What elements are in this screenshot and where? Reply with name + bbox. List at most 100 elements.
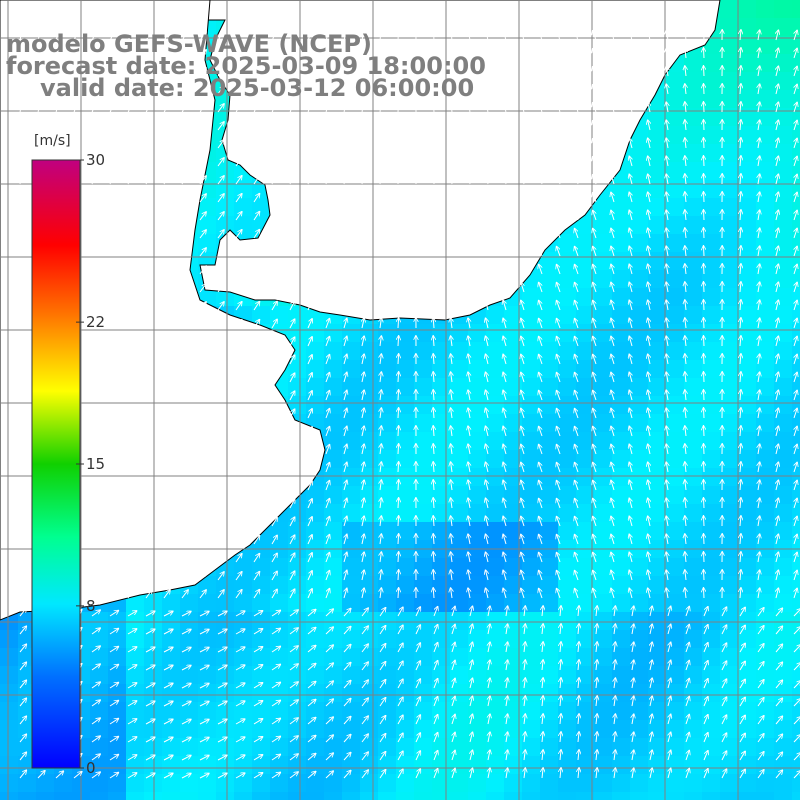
field-cell — [720, 0, 738, 18]
field-cell — [792, 90, 800, 108]
field-cell — [504, 486, 522, 504]
field-cell — [684, 270, 702, 288]
field-cell — [558, 252, 576, 270]
field-cell — [792, 666, 800, 684]
field-cell — [594, 504, 612, 522]
field-cell — [216, 792, 234, 800]
field-cell — [198, 702, 216, 720]
field-cell — [432, 486, 450, 504]
field-cell — [792, 504, 800, 522]
field-cell — [468, 468, 486, 486]
field-cell — [342, 792, 360, 800]
wind-arrow — [398, 156, 399, 167]
field-cell — [108, 738, 126, 756]
wind-arrow — [703, 480, 704, 491]
field-cell — [630, 360, 648, 378]
field-cell — [558, 360, 576, 378]
field-cell — [720, 522, 738, 540]
field-cell — [522, 432, 540, 450]
field-cell — [684, 396, 702, 414]
wind-arrow — [398, 120, 399, 131]
field-cell — [162, 630, 180, 648]
wind-arrow — [398, 462, 399, 473]
field-cell — [576, 360, 594, 378]
field-cell — [504, 432, 522, 450]
field-cell — [450, 360, 468, 378]
field-cell — [648, 378, 666, 396]
field-cell — [684, 576, 702, 594]
field-cell — [180, 756, 198, 774]
field-cell — [666, 792, 684, 800]
field-cell — [648, 504, 666, 522]
field-cell — [288, 630, 306, 648]
field-cell — [540, 360, 558, 378]
field-cell — [666, 144, 684, 162]
field-cell — [702, 270, 720, 288]
wind-arrow — [398, 264, 399, 275]
field-cell — [144, 684, 162, 702]
field-cell — [576, 396, 594, 414]
field-cell — [558, 468, 576, 486]
field-cell — [594, 252, 612, 270]
field-cell — [126, 792, 144, 800]
field-cell — [270, 720, 288, 738]
field-cell — [522, 774, 540, 792]
field-cell — [162, 702, 180, 720]
field-cell — [324, 594, 342, 612]
field-cell — [666, 162, 684, 180]
field-cell — [666, 252, 684, 270]
field-cell — [108, 666, 126, 684]
field-cell — [486, 522, 504, 540]
field-cell — [468, 522, 486, 540]
field-cell — [126, 756, 144, 774]
field-cell — [720, 180, 738, 198]
field-cell — [630, 558, 648, 576]
field-cell — [792, 486, 800, 504]
field-cell — [432, 522, 450, 540]
field-cell — [144, 792, 162, 800]
wind-arrow — [398, 570, 399, 581]
field-cell — [288, 612, 306, 630]
field-cell — [162, 594, 180, 612]
field-cell — [288, 774, 306, 792]
wind-arrow — [398, 318, 399, 329]
field-cell — [684, 288, 702, 306]
field-cell — [522, 792, 540, 800]
wind-arrow — [703, 462, 704, 473]
wind-arrow — [703, 534, 704, 545]
field-cell — [252, 666, 270, 684]
field-cell — [612, 378, 630, 396]
field-cell — [702, 144, 720, 162]
field-cell — [666, 270, 684, 288]
field-cell — [612, 288, 630, 306]
field-cell — [306, 666, 324, 684]
field-cell — [468, 360, 486, 378]
field-cell — [558, 432, 576, 450]
field-cell — [558, 450, 576, 468]
field-cell — [576, 306, 594, 324]
wind-arrow — [703, 426, 704, 437]
field-cell — [234, 774, 252, 792]
field-cell — [270, 612, 288, 630]
field-cell — [702, 414, 720, 432]
field-cell — [432, 360, 450, 378]
field-cell — [576, 342, 594, 360]
field-cell — [288, 756, 306, 774]
field-cell — [648, 252, 666, 270]
field-cell — [0, 738, 18, 756]
field-cell — [108, 648, 126, 666]
field-cell — [522, 378, 540, 396]
field-cell — [666, 216, 684, 234]
field-cell — [486, 414, 504, 432]
field-cell — [738, 594, 756, 612]
field-cell — [234, 630, 252, 648]
wind-arrow — [398, 408, 399, 419]
field-cell — [612, 324, 630, 342]
field-cell — [594, 342, 612, 360]
field-cell — [540, 414, 558, 432]
field-cell — [450, 342, 468, 360]
field-cell — [234, 684, 252, 702]
field-cell — [450, 558, 468, 576]
field-cell — [216, 630, 234, 648]
field-cell — [486, 432, 504, 450]
